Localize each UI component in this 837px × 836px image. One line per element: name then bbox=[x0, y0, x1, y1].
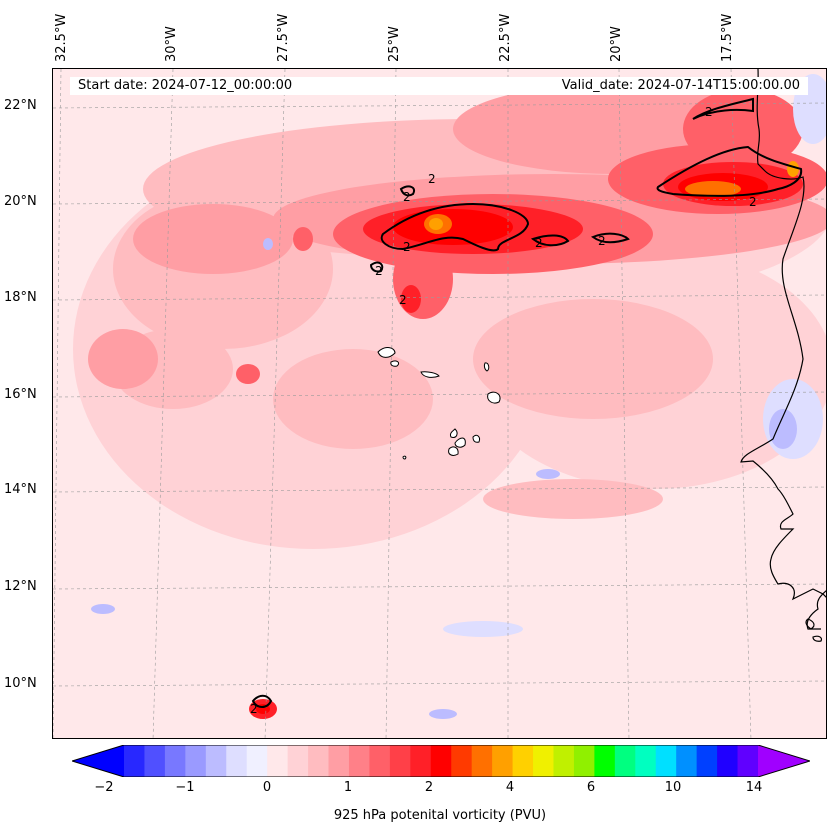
african-coastline bbox=[740, 69, 826, 642]
colorbar-segment bbox=[287, 745, 309, 777]
pv-negative-region bbox=[429, 709, 457, 719]
colorbar-segment bbox=[267, 745, 289, 777]
colorbar-tick: 10 bbox=[664, 780, 682, 795]
lon-label-30w: 30°W bbox=[164, 26, 179, 62]
contour-label: 2 bbox=[375, 264, 383, 278]
lat-label-22n: 22°N bbox=[4, 98, 37, 113]
colorbar-segment bbox=[144, 745, 166, 777]
colorbar bbox=[72, 745, 810, 777]
colorbar-segment bbox=[451, 745, 473, 777]
pv-region-pink bbox=[473, 299, 713, 419]
colorbar-segment bbox=[573, 745, 595, 777]
gridlines bbox=[53, 69, 826, 738]
colorbar-extend-max bbox=[758, 745, 810, 777]
cape-verde-islands bbox=[377, 347, 501, 460]
colorbar-segment bbox=[226, 745, 248, 777]
colorbar-segment bbox=[246, 745, 268, 777]
colorbar-tick: 14 bbox=[745, 780, 763, 795]
pv-map: 2 2 2 2 2 2 2 2 2 2 bbox=[52, 68, 827, 739]
lat-label-12n: 12°N bbox=[4, 579, 37, 594]
colorbar-tick: 4 bbox=[505, 780, 515, 795]
colorbar-segment bbox=[410, 745, 432, 777]
lat-label-10n: 10°N bbox=[4, 676, 37, 691]
colorbar-segment bbox=[594, 745, 616, 777]
pv-contour-2 bbox=[251, 97, 803, 708]
colorbar-segment bbox=[308, 745, 330, 777]
colorbar-tick: 1 bbox=[343, 780, 353, 795]
lon-label-27-5w: 27.5°W bbox=[276, 13, 291, 62]
pv-negative-region bbox=[536, 469, 560, 479]
lon-label-22-5w: 22.5°W bbox=[498, 13, 513, 62]
lat-label-18n: 18°N bbox=[4, 290, 37, 305]
colorbar-tick: 6 bbox=[586, 780, 596, 795]
colorbar-tick: −1 bbox=[175, 780, 195, 795]
contour-label: 2 bbox=[250, 702, 258, 716]
pv-blob bbox=[401, 285, 421, 313]
colorbar-segment bbox=[471, 745, 493, 777]
pv-band-salmon bbox=[88, 329, 158, 389]
colorbar-segment bbox=[348, 745, 370, 777]
colorbar-tick: −2 bbox=[94, 780, 114, 795]
contour-labels: 2 2 2 2 2 2 2 2 2 2 bbox=[250, 105, 757, 716]
contour-label: 2 bbox=[749, 195, 757, 209]
pv-blob bbox=[236, 364, 260, 384]
valid-date-label: Valid_date: 2024-07-14T15:00:00.00 bbox=[561, 78, 800, 93]
contour-label: 2 bbox=[399, 293, 407, 307]
colorbar-label: 925 hPa potenital vorticity (PVU) bbox=[333, 808, 547, 823]
pv-region-pink bbox=[483, 479, 663, 519]
colorbar-segment bbox=[737, 745, 759, 777]
start-date-label: Start date: 2024-07-12_00:00:00 bbox=[78, 78, 293, 93]
pv-max-yellow bbox=[787, 161, 799, 177]
pv-band-salmon bbox=[133, 204, 293, 274]
pv-max-yellow bbox=[429, 218, 443, 230]
lat-label-14n: 14°N bbox=[4, 482, 37, 497]
pv-negative-region bbox=[263, 238, 273, 250]
pv-blob bbox=[293, 227, 313, 251]
pv-negative-region bbox=[91, 604, 115, 614]
colorbar-segment bbox=[205, 745, 227, 777]
colorbar-segment bbox=[655, 745, 677, 777]
contour-label: 2 bbox=[598, 234, 606, 248]
colorbar-segment bbox=[717, 745, 739, 777]
lon-label-25w: 25°W bbox=[387, 26, 402, 62]
pv-core-deep bbox=[393, 209, 513, 245]
lon-label-17-5w: 17.5°W bbox=[720, 13, 735, 62]
contour-label: 2 bbox=[535, 236, 543, 250]
lon-label-32-5w: 32.5°W bbox=[54, 13, 69, 62]
pv-max-orange bbox=[685, 181, 741, 197]
contour-label: 2 bbox=[403, 190, 411, 204]
contour-label: 2 bbox=[428, 172, 436, 186]
pv-region-pink bbox=[273, 349, 433, 449]
colorbar-segment bbox=[164, 745, 186, 777]
colorbar-segment bbox=[492, 745, 514, 777]
colorbar-segment bbox=[635, 745, 657, 777]
pv-negative-region bbox=[443, 621, 523, 637]
date-info-bar: Start date: 2024-07-12_00:00:00 Valid_da… bbox=[70, 77, 808, 95]
colorbar-segment bbox=[553, 745, 575, 777]
contour-label: 2 bbox=[403, 240, 411, 254]
pv-field-svg: 2 2 2 2 2 2 2 2 2 2 bbox=[53, 69, 826, 738]
colorbar-tick: 2 bbox=[424, 780, 434, 795]
colorbar-segment bbox=[389, 745, 411, 777]
colorbar-segment bbox=[533, 745, 554, 777]
colorbar-segment bbox=[676, 745, 698, 777]
lon-label-20w: 20°W bbox=[609, 26, 624, 62]
colorbar-segment bbox=[369, 745, 391, 777]
lat-label-16n: 16°N bbox=[4, 387, 37, 402]
colorbar-segment bbox=[185, 745, 207, 777]
lat-label-20n: 20°N bbox=[4, 194, 37, 209]
colorbar-segment bbox=[124, 745, 145, 777]
colorbar-segment bbox=[614, 745, 636, 777]
colorbar-tick: 0 bbox=[262, 780, 272, 795]
colorbar-segment bbox=[430, 745, 452, 777]
colorbar-segment bbox=[328, 745, 350, 777]
contour-label: 2 bbox=[705, 105, 713, 119]
colorbar-segment bbox=[696, 745, 718, 777]
colorbar-extend-min bbox=[72, 745, 124, 777]
pv-negative-region bbox=[769, 409, 797, 449]
colorbar-segment bbox=[512, 745, 534, 777]
